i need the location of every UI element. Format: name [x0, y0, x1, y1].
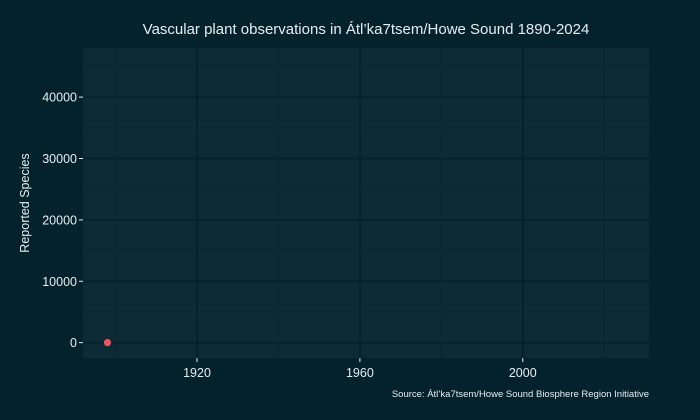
y-tick-label: 30000	[42, 152, 77, 166]
x-axis-ticks: 1920 1960 2000	[183, 358, 537, 380]
x-tick-label: 2000	[509, 366, 537, 380]
minor-gridlines	[83, 48, 649, 358]
y-tick-label: 0	[70, 336, 77, 350]
chart-title: Vascular plant observations in Átl’ka7ts…	[143, 21, 590, 38]
data-points	[103, 339, 112, 347]
x-tick-label: 1960	[346, 366, 374, 380]
y-tick-label: 10000	[42, 275, 77, 289]
y-tick-label: 40000	[42, 91, 77, 105]
y-tick-label: 20000	[42, 213, 77, 227]
major-gridlines	[83, 48, 649, 358]
y-axis-ticks: 0 10000 20000 30000 40000	[42, 91, 83, 350]
source-caption: Source: Átl’ka7tsem/Howe Sound Biosphere…	[392, 389, 649, 400]
data-point	[103, 339, 112, 347]
x-tick-label: 1920	[183, 366, 211, 380]
plot-panel	[83, 48, 649, 358]
y-axis-label: Reported Species	[18, 153, 32, 252]
